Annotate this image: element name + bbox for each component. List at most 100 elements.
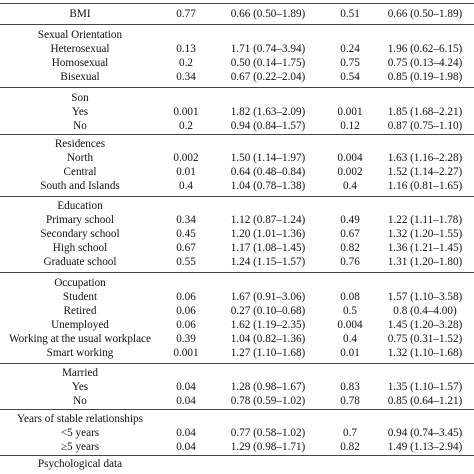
table-row: Yes 0.001 1.82 (1.63–2.09) 0.001 1.85 (1…: [0, 105, 474, 119]
table-row: Central 0.01 0.64 (0.48–0.84) 0.002 1.52…: [0, 165, 474, 179]
p-value-2: 0.08: [340, 291, 360, 303]
table-row: No 0.2 0.94 (0.84–1.57) 0.12 0.87 (0.75–…: [0, 119, 474, 133]
table-row: No 0.04 0.78 (0.59–1.02) 0.78 0.85 (0.64…: [0, 394, 474, 408]
row-label: Working at the usual workplace: [8, 333, 151, 345]
p-value-2: 0.75: [340, 57, 360, 69]
or-ci-2: 1.31 (1.20–1.80): [387, 256, 463, 268]
table-row: Graduate school 0.55 1.24 (1.15–1.57) 0.…: [0, 255, 474, 269]
section-divider: [0, 363, 474, 364]
p-value-1: 0.39: [176, 333, 196, 345]
or-ci-2: 0.85 (0.19–1.98): [387, 71, 463, 83]
row-label: Retired: [63, 305, 97, 317]
or-ci-1: 1.29 (0.98–1.71): [230, 441, 306, 453]
p-value-1: 0.04: [176, 427, 196, 439]
or-ci-1: 1.67 (0.91–3.06): [230, 291, 306, 303]
group-title-education: Education: [0, 199, 474, 213]
group-title: Psychological data: [37, 458, 123, 470]
section-divider: [0, 134, 474, 135]
or-ci-2: 0.75 (0.13–4.24): [387, 57, 463, 69]
p-value-2: 0.001: [337, 106, 363, 118]
or-ci-1: 0.78 (0.59–1.02): [230, 395, 306, 407]
or-ci-2: 1.57 (1.10–3.58): [387, 291, 463, 303]
or-ci-1: 1.04 (0.82–1.36): [230, 333, 306, 345]
top-rule: [0, 3, 474, 4]
p-value-2: 0.54: [340, 71, 360, 83]
group-title: Occupation: [54, 277, 106, 289]
p-value-2: 0.004: [337, 152, 363, 164]
row-label: High school: [52, 242, 108, 254]
group-title-psychological: Psychological data: [0, 457, 474, 471]
table-row: North 0.002 1.50 (1.14–1.97) 0.004 1.63 …: [0, 151, 474, 165]
row-label: Homosexual: [51, 57, 109, 69]
or-ci-2: 1.22 (1.11–1.78): [387, 214, 463, 226]
row-label: North: [66, 152, 94, 164]
table-row: <5 years 0.04 0.77 (0.58–1.02) 0.7 0.94 …: [0, 426, 474, 440]
or-ci-2: 1.45 (1.20–3.28): [387, 319, 463, 331]
p-value-1: 0.04: [176, 441, 196, 453]
or-ci-1: 0.50 (0.14–1.75): [230, 57, 306, 69]
group-title: Years of stable relationships: [17, 413, 143, 425]
section-divider: [0, 24, 474, 25]
row-label: No: [73, 120, 87, 132]
row-label: Secondary school: [40, 228, 120, 240]
table-row: Smart working 0.001 1.27 (1.10–1.68) 0.0…: [0, 346, 474, 360]
row-label: No: [73, 395, 87, 407]
or-ci-2: 1.32 (1.10–1.68): [387, 347, 463, 359]
p-value-2: 0.78: [340, 395, 360, 407]
table-row: Yes 0.04 1.28 (0.98–1.67) 0.83 1.35 (1.1…: [0, 380, 474, 394]
p-value-1: 0.06: [176, 305, 196, 317]
row-label: <5 years: [60, 427, 100, 439]
row-label: ≥5 years: [60, 441, 100, 453]
p-value-1: 0.34: [176, 214, 196, 226]
p-value-2: 0.49: [340, 214, 360, 226]
p-value-1: 0.04: [176, 395, 196, 407]
table-row: High school 0.67 1.17 (1.08–1.45) 0.82 1…: [0, 241, 474, 255]
p-value-2: 0.83: [340, 381, 360, 393]
table-row: Student 0.06 1.67 (0.91–3.06) 0.08 1.57 …: [0, 290, 474, 304]
or-ci-2: 0.94 (0.74–3.45): [387, 427, 463, 439]
or-ci-1: 0.77 (0.58–1.02): [230, 427, 306, 439]
table-row: Homosexual 0.2 0.50 (0.14–1.75) 0.75 0.7…: [0, 56, 474, 70]
p-value-2: 0.7: [343, 427, 357, 439]
p-value-2: 0.76: [340, 256, 360, 268]
cut-off-row: [0, 469, 474, 474]
table-row: South and Islands 0.4 1.04 (0.78–1.38) 0…: [0, 179, 474, 193]
p-value-1: 0.67: [176, 242, 196, 254]
section-divider: [0, 196, 474, 197]
row-label: Student: [62, 291, 98, 303]
row-label: Bisexual: [60, 71, 100, 83]
or-ci-1: 1.71 (0.74–3.94): [230, 43, 306, 55]
p-value-1: 0.55: [176, 256, 196, 268]
group-title-residences: Residences: [0, 137, 474, 151]
group-title-relationships: Years of stable relationships: [0, 412, 474, 426]
or-ci-2: 1.63 (1.16–2.28): [387, 152, 463, 164]
p-value-2: 0.24: [340, 43, 360, 55]
or-ci-2: 1.52 (1.14–2.27): [387, 166, 463, 178]
row-label: Smart working: [46, 347, 114, 359]
p-value-2: 0.004: [337, 319, 363, 331]
p-value-1: 0.001: [173, 347, 199, 359]
table-row: ≥5 years 0.04 1.29 (0.98–1.71) 0.82 1.49…: [0, 440, 474, 454]
or-ci-1: 0.27 (0.10–0.68): [230, 305, 306, 317]
or-ci-1: 1.12 (0.87–1.24): [230, 214, 306, 226]
p-value-1: 0.77: [176, 8, 196, 20]
p-value-2: 0.82: [340, 441, 360, 453]
table-row: Primary school 0.34 1.12 (0.87–1.24) 0.4…: [0, 213, 474, 227]
or-ci-1: 1.04 (0.78–1.38): [230, 180, 306, 192]
row-label: South and Islands: [40, 180, 120, 192]
or-ci-1: 1.24 (1.15–1.57): [230, 256, 306, 268]
or-ci-2: 0.87 (0.75–1.10): [387, 120, 463, 132]
p-value-1: 0.01: [176, 166, 196, 178]
or-ci-1: 0.67 (0.22–2.04): [230, 71, 306, 83]
or-ci-2: 1.36 (1.21–1.45): [387, 242, 463, 254]
p-value-1: 0.13: [176, 43, 196, 55]
row-label: Graduate school: [43, 256, 117, 268]
or-ci-2: 0.75 (0.31–1.52): [387, 333, 463, 345]
or-ci-2: 1.49 (1.13–2.94): [387, 441, 463, 453]
p-value-1: 0.06: [176, 291, 196, 303]
p-value-1: 0.002: [173, 152, 199, 164]
group-title: Son: [71, 92, 89, 104]
or-ci-1: 1.27 (1.10–1.68): [230, 347, 306, 359]
or-ci-1: 1.28 (0.98–1.67): [230, 381, 306, 393]
p-value-2: 0.5: [343, 305, 357, 317]
